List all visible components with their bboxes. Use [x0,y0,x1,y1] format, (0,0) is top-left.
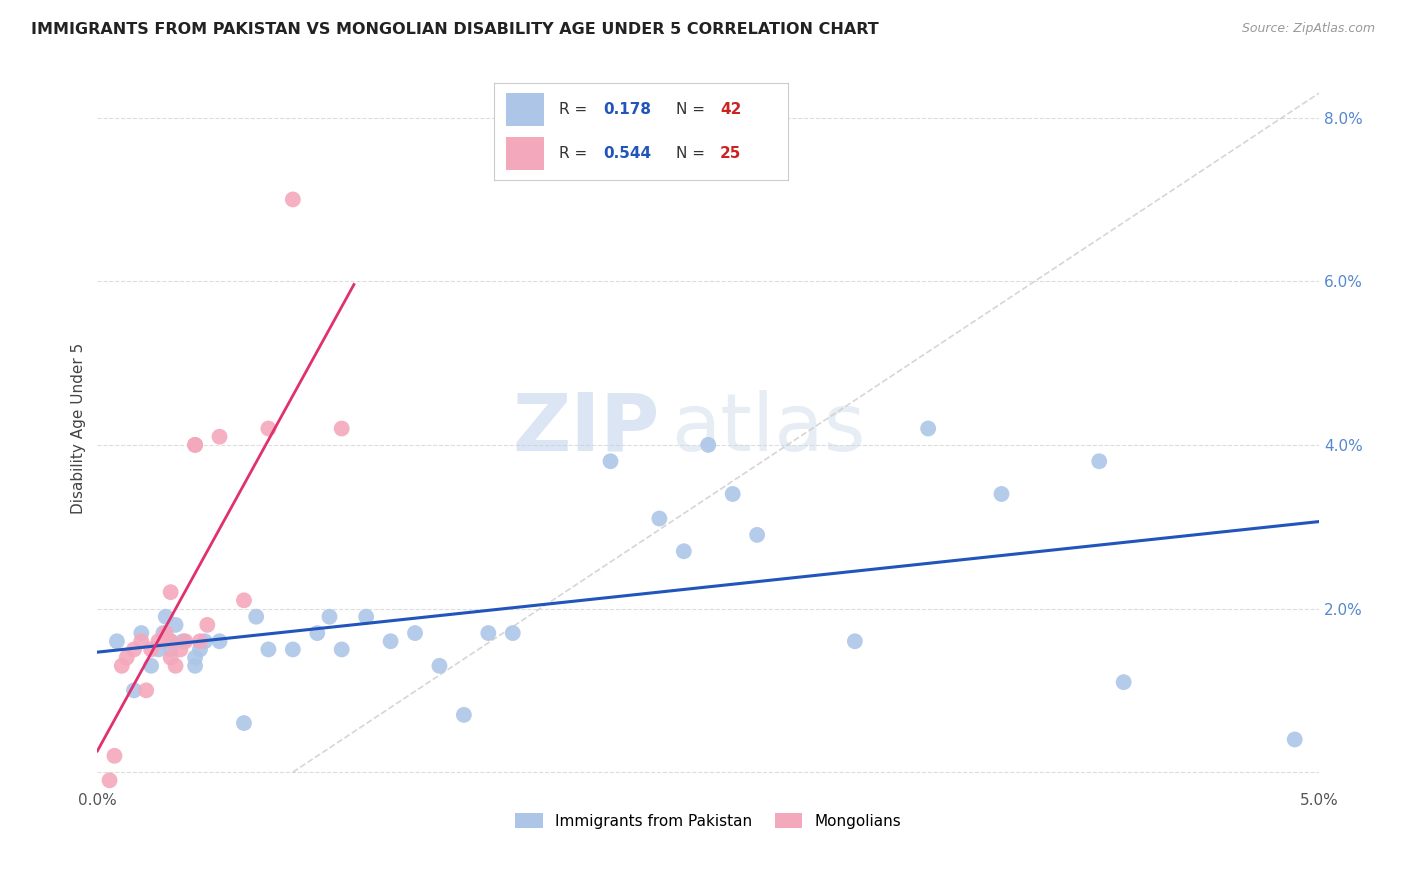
Point [169,642,191,657]
Point [453,707,475,722]
Point [159,642,181,657]
Point [152,626,174,640]
Point [194,634,217,648]
Point [233,593,256,607]
Point [184,438,207,452]
Text: Source: ZipAtlas.com: Source: ZipAtlas.com [1241,22,1375,36]
Point [135,683,157,698]
Point [159,650,181,665]
Point [184,658,207,673]
Point [155,626,177,640]
Point [188,634,211,648]
Point [281,642,304,657]
Y-axis label: Disability Age Under 5: Disability Age Under 5 [72,343,86,514]
Point [195,618,218,632]
Point [111,658,134,673]
Point [148,634,170,648]
Legend: Immigrants from Pakistan, Mongolians: Immigrants from Pakistan, Mongolians [509,806,907,835]
Point [184,438,207,452]
Point [318,609,340,624]
Point [697,438,720,452]
Point [122,683,145,698]
Point [257,421,280,435]
Point [159,634,181,648]
Point [990,487,1012,501]
Point [745,528,768,542]
Point [184,650,207,665]
Point [648,511,671,525]
Point [917,421,939,435]
Point [155,609,177,624]
Point [159,634,181,648]
Point [599,454,621,468]
Point [233,716,256,731]
Point [131,634,153,648]
Point [429,658,451,673]
Text: IMMIGRANTS FROM PAKISTAN VS MONGOLIAN DISABILITY AGE UNDER 5 CORRELATION CHART: IMMIGRANTS FROM PAKISTAN VS MONGOLIAN DI… [31,22,879,37]
Point [404,626,426,640]
Point [721,487,744,501]
Point [477,626,499,640]
Point [139,658,162,673]
Point [98,773,121,788]
Point [165,658,187,673]
Point [208,634,231,648]
Point [354,609,377,624]
Point [330,421,353,435]
Point [672,544,695,558]
Point [502,626,524,640]
Point [844,634,866,648]
Point [1284,732,1306,747]
Point [122,642,145,657]
Point [245,609,267,624]
Text: atlas: atlas [672,390,866,467]
Point [330,642,353,657]
Point [208,430,231,444]
Text: ZIP: ZIP [512,390,659,467]
Point [115,650,138,665]
Point [139,642,162,657]
Point [281,193,304,207]
Point [165,618,187,632]
Point [1088,454,1111,468]
Point [257,642,280,657]
Point [174,634,197,648]
Point [105,634,128,648]
Point [172,634,194,648]
Point [131,626,153,640]
Point [380,634,402,648]
Point [148,642,170,657]
Point [103,748,125,763]
Point [188,642,211,657]
Point [307,626,329,640]
Point [159,585,181,599]
Point [1112,675,1135,690]
